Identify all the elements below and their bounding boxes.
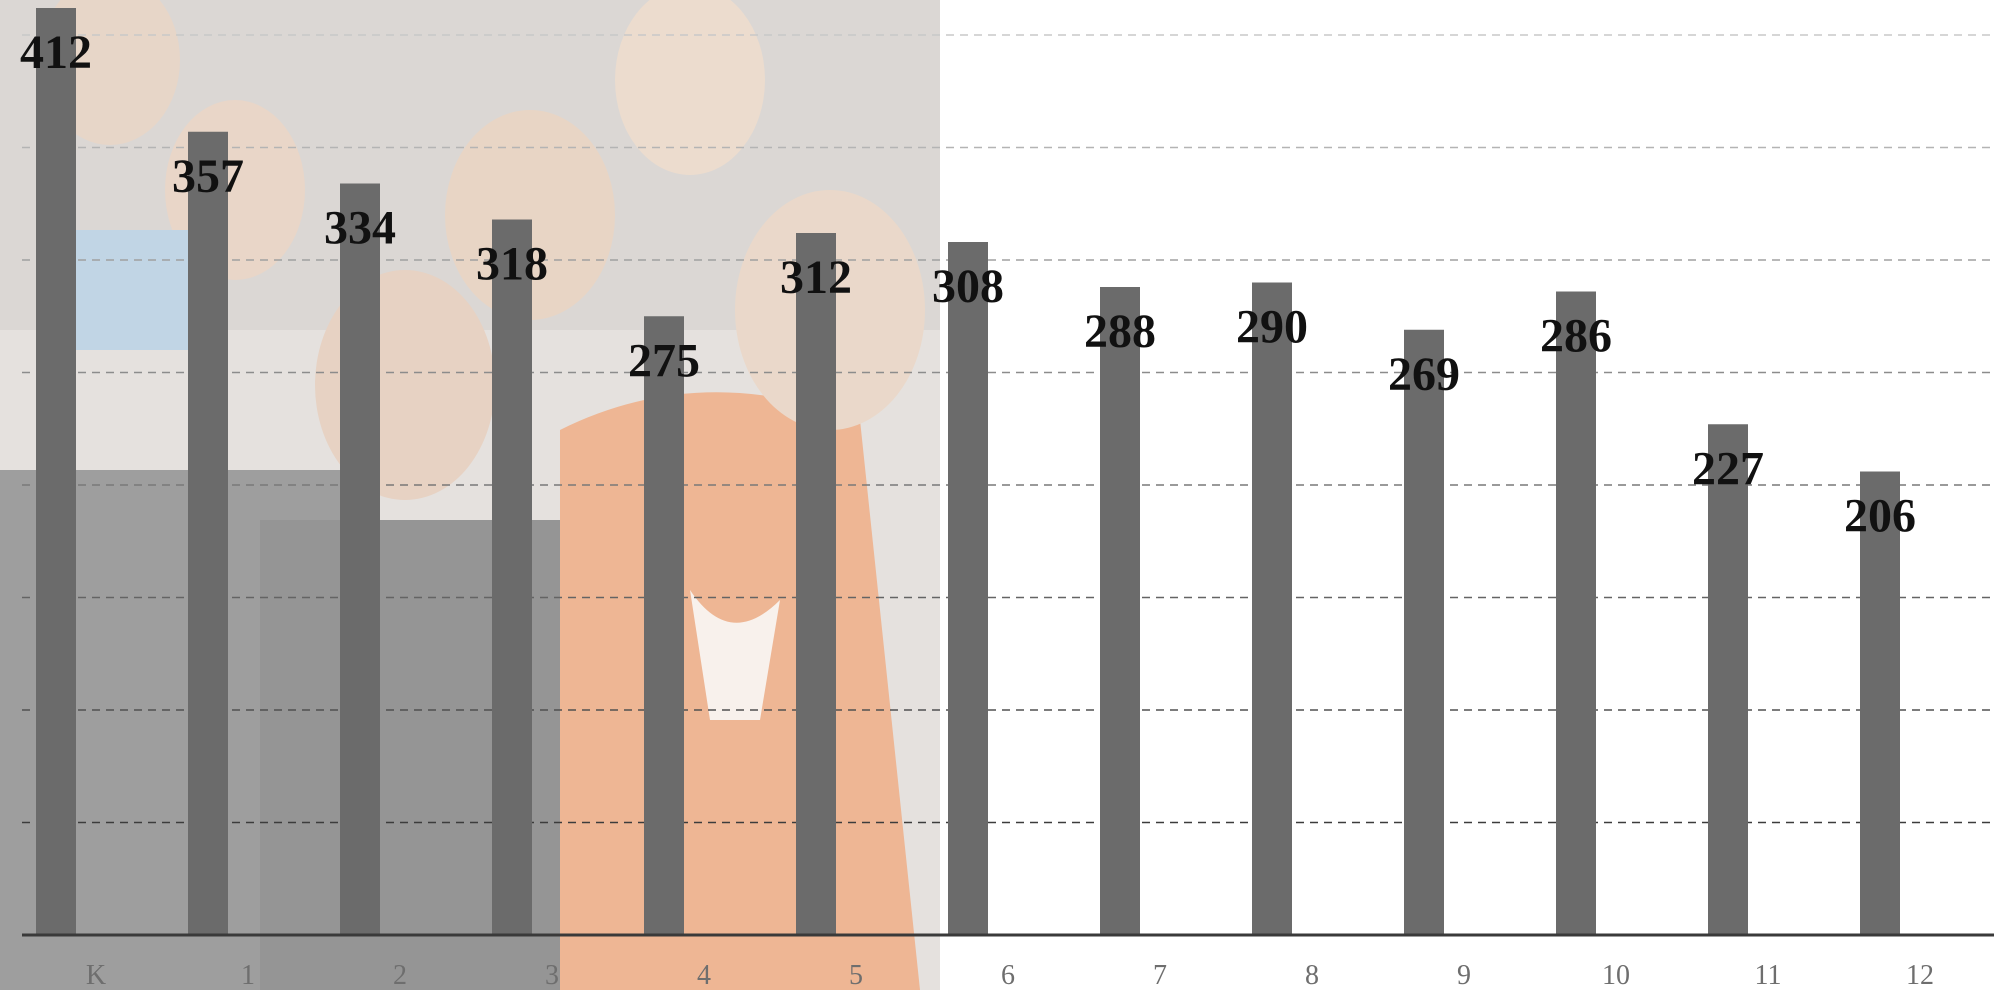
bar — [644, 316, 684, 935]
bar — [188, 131, 228, 935]
bars-group — [36, 8, 1900, 935]
bar — [1556, 291, 1596, 935]
x-tick-label: K — [86, 960, 106, 990]
data-label: 318 — [476, 238, 548, 291]
x-tick-labels-group: K 1 2 3 4 5 6 7 8 9 10 11 12 — [86, 960, 1934, 990]
bar — [1860, 471, 1900, 935]
data-label: 206 — [1844, 490, 1916, 543]
bar — [796, 233, 836, 935]
x-tick-label: 5 — [849, 960, 863, 990]
bar — [340, 183, 380, 935]
x-tick-label: 4 — [697, 960, 711, 990]
x-tick-label: 9 — [1457, 960, 1471, 990]
data-label: 227 — [1692, 442, 1764, 495]
data-labels-group: 412 357 334 318 275 312 308 288 290 269 286 227 206 — [20, 26, 1916, 543]
x-tick-label: 8 — [1305, 960, 1319, 990]
bar — [1252, 282, 1292, 935]
data-label: 334 — [324, 202, 396, 255]
bar — [492, 219, 532, 935]
x-tick-label: 2 — [393, 960, 407, 990]
bar — [36, 8, 76, 935]
data-label: 308 — [932, 260, 1004, 313]
x-tick-label: 11 — [1755, 960, 1782, 990]
data-label: 290 — [1236, 301, 1308, 354]
x-tick-label: 6 — [1001, 960, 1015, 990]
x-tick-label: 1 — [241, 960, 255, 990]
x-tick-label: 10 — [1602, 960, 1630, 990]
data-label: 269 — [1388, 348, 1460, 401]
x-tick-label: 3 — [545, 960, 559, 990]
bar — [1708, 424, 1748, 935]
data-label: 312 — [780, 251, 852, 304]
data-label: 412 — [20, 26, 92, 79]
bar — [1100, 287, 1140, 935]
data-label: 357 — [172, 150, 244, 203]
bar — [1404, 329, 1444, 935]
data-label: 288 — [1084, 305, 1156, 358]
x-tick-label: 12 — [1906, 960, 1934, 990]
bar — [948, 242, 988, 935]
x-tick-label: 7 — [1153, 960, 1167, 990]
data-label: 275 — [628, 334, 700, 387]
data-label: 286 — [1540, 310, 1612, 363]
